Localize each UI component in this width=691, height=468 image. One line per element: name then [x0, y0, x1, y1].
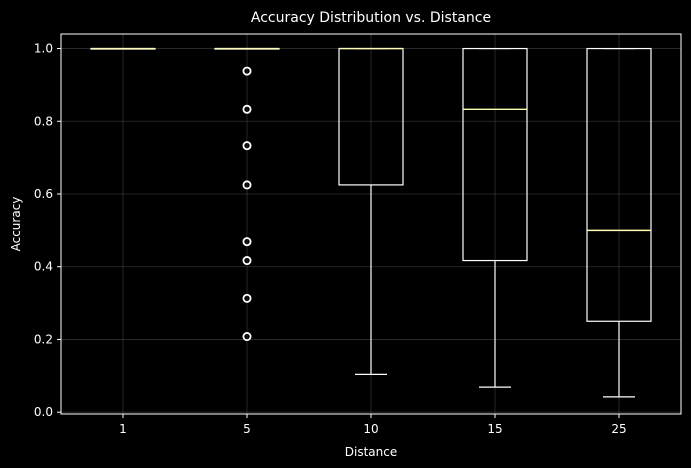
y-axis-label: Accuracy	[9, 197, 23, 252]
outlier-point	[242, 293, 252, 303]
box	[462, 47, 528, 262]
y-tick-label: 0.0	[34, 405, 53, 419]
boxes-layer	[90, 47, 652, 398]
outlier-point	[242, 104, 252, 114]
box	[586, 47, 652, 322]
x-axis-label: Distance	[345, 445, 397, 459]
box-group-15	[462, 47, 528, 388]
box-group-25	[586, 47, 652, 398]
outlier-point	[242, 237, 252, 247]
x-tick-label: 1	[119, 422, 127, 436]
outlier-point	[242, 180, 252, 190]
box-group-5	[214, 47, 280, 342]
axes-layer: 0.00.20.40.60.81.01 5 10 15 25	[34, 42, 627, 436]
x-tick-label: 5	[243, 422, 251, 436]
x-tick-label: 10	[363, 422, 378, 436]
outlier-point	[242, 332, 252, 342]
y-tick-label: 1.0	[34, 42, 53, 56]
x-tick-label: 25	[611, 422, 626, 436]
y-tick-label: 0.4	[34, 260, 53, 274]
box-group-10	[338, 47, 404, 375]
chart-title: Accuracy Distribution vs. Distance	[251, 10, 491, 26]
box-group-1	[90, 47, 156, 50]
x-tick-label: 15	[487, 422, 502, 436]
y-tick-label: 0.8	[34, 114, 53, 128]
outlier-point	[242, 256, 252, 266]
y-tick-label: 0.6	[34, 187, 53, 201]
outlier-point	[242, 141, 252, 151]
y-tick-label: 0.2	[34, 332, 53, 346]
outlier-point	[242, 66, 252, 76]
